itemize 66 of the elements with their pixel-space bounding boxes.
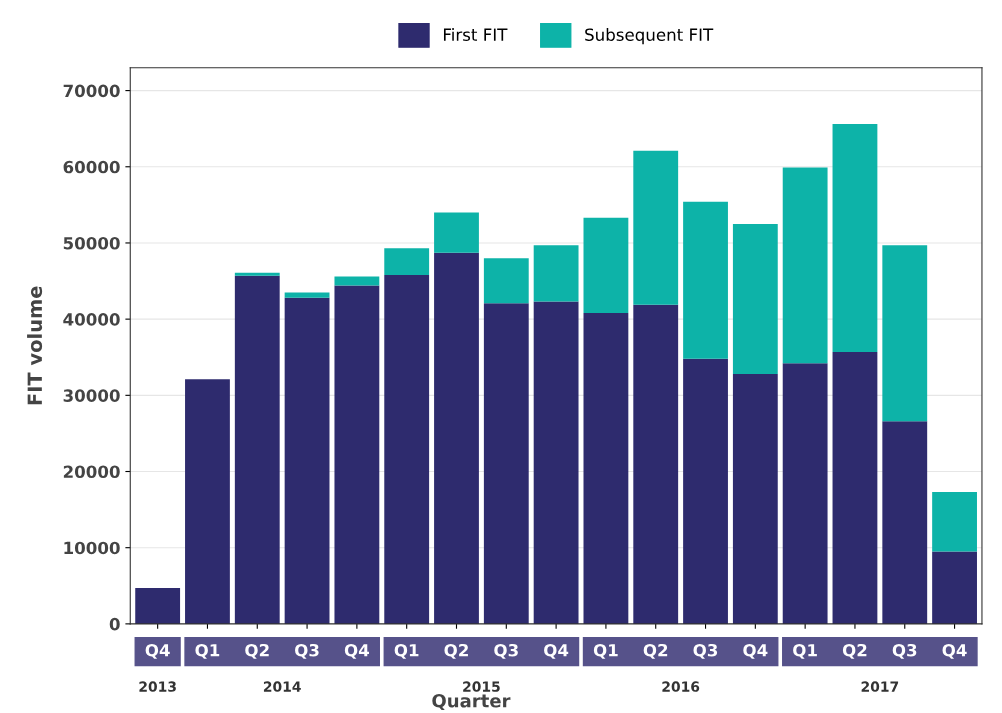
y-tick-label: 40000 <box>63 313 120 326</box>
bar <box>832 124 878 352</box>
y-tick-label: 20000 <box>63 465 120 479</box>
x-tick-label: Q3 <box>494 643 518 659</box>
x-tick-label: Q2 <box>842 643 867 659</box>
bar <box>583 217 629 314</box>
bar <box>782 167 828 364</box>
bar <box>384 274 430 624</box>
bar <box>932 551 977 624</box>
x-tick-label: Q2 <box>245 643 269 659</box>
text: 2017 <box>861 681 899 692</box>
bar <box>932 492 977 552</box>
text: 2015 <box>463 681 500 692</box>
x-tick-label: Q1 <box>195 643 220 659</box>
text: 2016 <box>662 681 700 692</box>
bar <box>284 297 330 624</box>
x-tick-label: Q3 <box>295 643 319 659</box>
y-tick-label: 10000 <box>64 541 120 555</box>
x-tick-label: Q2 <box>643 643 668 659</box>
bar <box>732 223 778 374</box>
text: 2014 <box>263 681 301 692</box>
legend-label: Subsequent FIT <box>585 28 714 45</box>
x-tick-label: Q4 <box>344 643 369 659</box>
bar <box>284 292 330 298</box>
bar <box>334 285 380 624</box>
bar <box>633 150 679 305</box>
x-axis-title: Quarter <box>432 693 511 710</box>
bar <box>334 276 380 286</box>
y-tick-label: 50000 <box>63 236 120 250</box>
bar <box>234 272 280 276</box>
legend-label: First FIT <box>443 28 508 41</box>
y-tick-label: 0 <box>109 617 120 631</box>
bar <box>732 373 778 624</box>
x-tick-label: Q1 <box>394 643 419 659</box>
bar <box>384 248 430 275</box>
x-tick-label: Q4 <box>544 643 569 659</box>
bar <box>683 201 728 359</box>
x-tick-label: Q4 <box>145 643 170 659</box>
bar <box>434 252 479 624</box>
bar <box>882 245 928 422</box>
bar <box>483 303 529 624</box>
bar <box>882 421 928 624</box>
bar <box>234 275 280 624</box>
bar <box>185 379 230 624</box>
bar <box>633 304 679 624</box>
y-tick-label: 30000 <box>63 389 120 402</box>
x-tick-label: Q4 <box>942 643 967 659</box>
x-tick-label: Q1 <box>593 643 618 659</box>
x-tick-label: Q3 <box>892 643 917 659</box>
bar <box>533 245 579 302</box>
bar <box>583 313 629 624</box>
x-tick-label: Q3 <box>693 643 718 659</box>
bar <box>434 212 479 253</box>
x-tick-label: Q2 <box>444 643 468 659</box>
bar <box>782 363 828 624</box>
bar <box>135 588 181 624</box>
x-tick-label: Q1 <box>793 643 817 659</box>
y-tick-label: 70000 <box>63 84 120 98</box>
x-tick-label: Q4 <box>743 643 768 659</box>
bar <box>832 351 878 624</box>
text: 2013 <box>139 681 176 692</box>
bar <box>533 301 579 624</box>
y-axis-title: FIT volume <box>27 286 43 405</box>
bar <box>683 358 728 624</box>
bar <box>483 258 529 304</box>
y-tick-label: 60000 <box>63 160 120 174</box>
